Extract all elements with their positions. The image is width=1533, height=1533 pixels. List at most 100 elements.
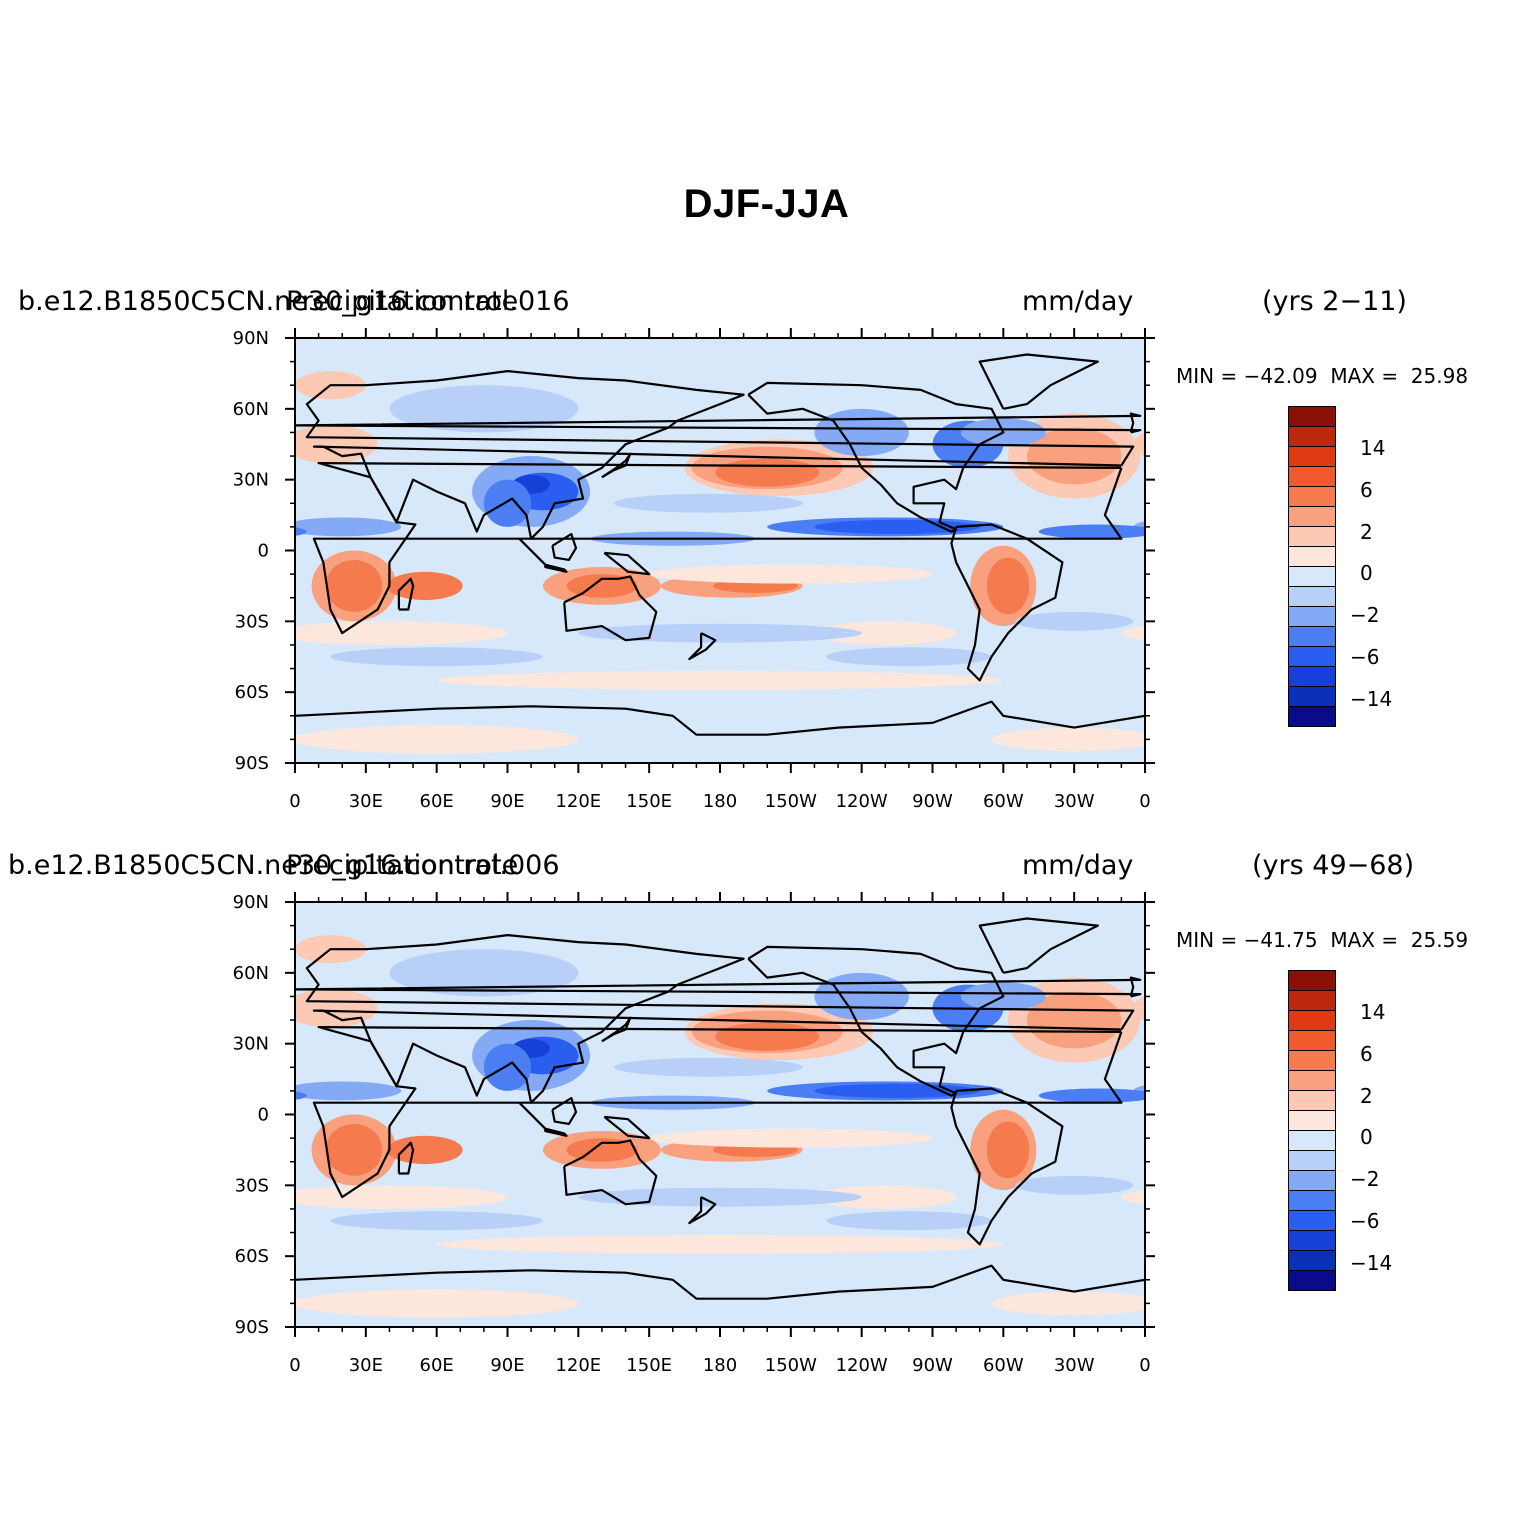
- lon-label: 0: [1139, 791, 1150, 812]
- anomaly-region: [991, 1291, 1145, 1316]
- anomaly-region: [295, 1081, 402, 1101]
- coastline: [601, 452, 632, 479]
- map-panel-1: b.e12.B1850C5CN.ne30_g16.control.016 Pre…: [0, 286, 1533, 826]
- anomaly-region: [1121, 1190, 1145, 1205]
- anomaly-region: [330, 1211, 543, 1231]
- lon-label: 180: [703, 791, 737, 812]
- anomaly-region: [1145, 1289, 1428, 1317]
- anomaly-region: [325, 1123, 383, 1176]
- colorbar-swatch: [1288, 547, 1336, 567]
- lat-label: 30N: [233, 1034, 269, 1055]
- lon-label: 60E: [420, 1355, 454, 1376]
- colorbar-label: −14: [1350, 686, 1393, 711]
- anomaly-region: [826, 1211, 992, 1231]
- coastline: [688, 632, 717, 661]
- anomaly-region: [483, 1043, 532, 1091]
- lon-label: 120W: [836, 791, 888, 812]
- contour-field: [0, 338, 1440, 763]
- colorbar-swatch: [1288, 1211, 1336, 1231]
- anomaly-region: [1133, 1085, 1145, 1097]
- anomaly-region: [387, 571, 463, 601]
- coastline: [601, 1016, 632, 1043]
- variable-name: Precipitation rate: [286, 850, 519, 881]
- colorbar-label: 6: [1360, 1041, 1373, 1066]
- colorbar-label: 14: [1360, 1000, 1386, 1024]
- min-max-label: MIN = −41.75 MAX = 25.59: [1176, 928, 1468, 952]
- lon-label: 60E: [420, 791, 454, 812]
- colorbar-swatch: [1288, 527, 1336, 547]
- anomaly-region: [1038, 1088, 1145, 1103]
- anomaly-region: [295, 527, 307, 536]
- lat-label: 30S: [235, 611, 269, 632]
- lat-label: 0: [258, 541, 269, 562]
- coastline: [544, 563, 568, 573]
- lat-label: 60S: [235, 1246, 269, 1267]
- lon-label: 60W: [983, 1355, 1024, 1376]
- figure-title: DJF-JJA: [683, 182, 850, 226]
- colorbar-swatch: [1288, 667, 1336, 687]
- anomaly-region: [1176, 560, 1233, 612]
- anomaly-region: [1133, 431, 1145, 457]
- anomaly-region: [1322, 456, 1440, 527]
- coastline: [563, 1139, 658, 1206]
- anomaly-region: [436, 1234, 1004, 1254]
- coastline: [295, 1264, 1145, 1300]
- anomaly-region: [158, 414, 290, 499]
- anomaly-region: [0, 1084, 130, 1098]
- min-value: MIN = −41.75: [1176, 928, 1318, 952]
- anomaly-region: [1026, 991, 1122, 1049]
- lat-label: 60S: [235, 682, 269, 703]
- colorbar-swatch: [1288, 1231, 1336, 1251]
- coastline: [950, 1087, 1064, 1246]
- anomaly-region: [295, 1185, 508, 1209]
- anomaly-region: [0, 973, 59, 1020]
- lat-label: 90N: [233, 892, 269, 913]
- lon-label: 0: [289, 791, 300, 812]
- anomaly-region: [1015, 1175, 1134, 1195]
- colorbar-label: 0: [1360, 1125, 1373, 1150]
- lon-label: 30E: [349, 1355, 383, 1376]
- precip-map: 90N 60N 30N 0 30S 60S 90S 0 30E 60E 90E 120E 150E 180…: [0, 328, 1440, 812]
- anomaly-region: [295, 725, 579, 754]
- colorbar-swatch: [1288, 1171, 1336, 1191]
- anomaly-region: [330, 647, 543, 667]
- colorbar-label: 6: [1360, 477, 1373, 502]
- colorbar-swatch: [1288, 1131, 1336, 1151]
- coastline: [551, 1096, 578, 1125]
- anomaly-region: [295, 517, 402, 537]
- lon-label: 30W: [1054, 1355, 1095, 1376]
- colorbar: [1288, 970, 1336, 1291]
- anomaly-region: [814, 1185, 957, 1209]
- colorbar-swatch: [1288, 707, 1336, 727]
- coastline: [978, 353, 1099, 410]
- anomaly-region: [814, 519, 980, 534]
- colorbar-swatch: [1288, 1151, 1336, 1171]
- anomaly-region: [613, 1057, 803, 1077]
- anomaly-region: [0, 647, 142, 666]
- lon-label: 30W: [1054, 791, 1095, 812]
- colorbar-label: −6: [1350, 645, 1380, 669]
- lat-label: 60N: [233, 963, 269, 984]
- units-label: mm/day: [1022, 286, 1134, 317]
- colorbar-swatch: [1288, 991, 1336, 1011]
- colorbar-swatch: [1288, 1191, 1336, 1211]
- colorbar-swatch: [1288, 427, 1336, 447]
- colorbar-swatch: [1288, 406, 1336, 427]
- anomaly-region: [814, 621, 957, 645]
- coastline: [518, 1101, 547, 1130]
- anomaly-region: [1015, 611, 1134, 631]
- anomaly-region: [295, 733, 307, 746]
- colorbar-swatch: [1288, 607, 1336, 627]
- lon-label: 150E: [626, 1355, 672, 1376]
- anomaly-region: [986, 1121, 1030, 1179]
- colorbar-swatch: [1288, 970, 1336, 991]
- anomaly-region: [1162, 1115, 1247, 1186]
- precip-map: 90N 60N 30N 0 30S 60S 90S 0 30E 60E 90E 120E 150E 180…: [0, 892, 1428, 1376]
- anomaly-region: [715, 458, 820, 487]
- lat-label: 0: [258, 1105, 269, 1126]
- colorbar-swatch: [1288, 567, 1336, 587]
- anomaly-region: [1038, 524, 1145, 539]
- anomaly-region: [814, 1083, 980, 1098]
- coastline: [305, 370, 1135, 540]
- anomaly-region: [83, 421, 154, 468]
